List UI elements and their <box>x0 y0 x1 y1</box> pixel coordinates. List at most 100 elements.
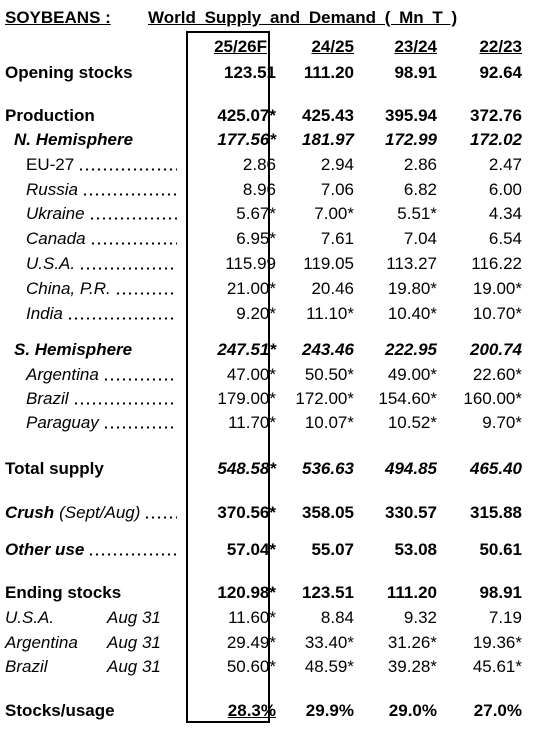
row-label: Ukraine <box>26 204 85 223</box>
row-label: Ending stocks <box>5 583 122 602</box>
row-label-cell: Argentina <box>5 633 177 653</box>
value-cell: 9.20* <box>236 304 276 323</box>
value-cell: 29.9% <box>305 701 354 720</box>
value-cell: 8.84 <box>320 608 354 627</box>
value-cell: 20.46 <box>311 279 354 298</box>
row-label: EU-27 <box>26 155 75 174</box>
value-cell: 395.94 <box>385 106 437 125</box>
value-cell: 27.0% <box>473 701 522 720</box>
row-label-cell: Other use <box>5 540 177 560</box>
value-cell: 243.46 <box>302 340 354 359</box>
value-cell: 48.59* <box>304 657 354 676</box>
value-cell: 330.57 <box>385 503 437 522</box>
row-label: Production <box>5 106 95 125</box>
row-label-cell: Stocks/usage <box>5 701 177 721</box>
value-cell: 19.80* <box>387 279 437 298</box>
value-cell: 98.91 <box>479 583 522 602</box>
value-cell: 5.51* <box>397 204 437 223</box>
value-cell: 372.76 <box>470 106 522 125</box>
value-cell: 111.20 <box>303 63 354 82</box>
row-label-cell: N. Hemisphere <box>14 130 177 150</box>
value-cell: 120.98* <box>217 583 276 602</box>
value-cell: 10.07* <box>304 413 354 432</box>
value-cell: 57.04* <box>226 540 276 559</box>
value-cell: 4.34 <box>488 204 522 223</box>
value-cell: 11.10* <box>306 304 354 323</box>
value-cell: 7.06 <box>320 180 354 199</box>
row-label: China, P.R. <box>26 279 111 298</box>
leader-dots <box>89 242 177 245</box>
value-cell: 45.61* <box>472 657 522 676</box>
value-cell: 33.40* <box>304 633 354 652</box>
row-label: U.S.A. <box>26 254 76 273</box>
value-cell: 425.07* <box>217 106 276 125</box>
value-cell: 55.07 <box>311 540 354 559</box>
row-label: Total supply <box>5 459 104 478</box>
value-cell: 10.70* <box>472 304 522 323</box>
row-label: Brazil <box>5 657 48 676</box>
leader-dots <box>78 168 177 171</box>
value-cell: 123.51 <box>302 583 354 602</box>
value-cell: 200.74 <box>470 340 522 359</box>
row-label: India <box>26 304 63 323</box>
row-label: Canada <box>26 229 86 248</box>
value-cell: 29.0% <box>388 701 437 720</box>
title-commodity: SOYBEANS : <box>5 8 111 27</box>
row-label-cell: Russia <box>26 180 177 200</box>
value-cell: 494.85 <box>385 459 437 478</box>
value-cell: 315.88 <box>470 503 522 522</box>
row-label-cell: Canada <box>26 229 177 249</box>
value-cell: 92.64 <box>479 63 522 82</box>
value-cell: 19.36* <box>472 633 522 652</box>
value-cell: 7.00* <box>314 204 354 223</box>
value-cell: 123.51 <box>224 63 276 82</box>
value-cell: 19.00* <box>472 279 522 298</box>
value-cell: 160.00* <box>463 389 522 408</box>
value-cell: 22.60* <box>472 365 522 384</box>
row-label: U.S.A. <box>5 608 55 627</box>
row-label-cell: U.S.A. <box>5 608 177 628</box>
row-label: Argentina <box>26 365 99 384</box>
row-label: N. Hemisphere <box>14 130 134 149</box>
value-cell: 10.52* <box>387 413 437 432</box>
value-cell: 2.47 <box>488 155 522 174</box>
value-cell: 49.00* <box>387 365 437 384</box>
value-cell: 116.22 <box>471 254 522 273</box>
row-note: Aug 31 <box>107 633 161 652</box>
value-cell: 50.60* <box>226 657 276 676</box>
row-label: Brazil <box>26 389 69 408</box>
value-cell: 53.08 <box>394 540 437 559</box>
value-cell: 113.27 <box>386 254 437 273</box>
value-cell: 5.67* <box>236 204 276 223</box>
row-label: Russia <box>26 180 78 199</box>
value-cell: 7.61 <box>320 229 354 248</box>
row-label: Crush <box>5 503 55 522</box>
value-cell: 10.40* <box>387 304 437 323</box>
row-label: Paraguay <box>26 413 99 432</box>
value-cell: 115.99 <box>225 254 276 273</box>
value-cell: 50.61 <box>479 540 522 559</box>
value-cell: 172.99 <box>385 130 437 149</box>
value-cell: 247.51* <box>217 340 276 359</box>
row-label-cell: Production <box>5 106 177 126</box>
row-label-cell: Total supply <box>5 459 177 479</box>
row-label-cell: U.S.A. <box>26 254 177 274</box>
value-cell: 7.04 <box>403 229 437 248</box>
leader-dots <box>66 317 177 320</box>
value-cell: 358.05 <box>302 503 354 522</box>
value-cell: 181.97 <box>302 130 354 149</box>
value-cell: 2.86 <box>403 155 437 174</box>
row-label-cell: Crush (Sept/Aug) <box>5 503 177 523</box>
column-header: 22/23 <box>479 37 522 56</box>
value-cell: 6.00 <box>488 180 522 199</box>
value-cell: 29.49* <box>226 633 276 652</box>
value-cell: 9.70* <box>482 413 522 432</box>
leader-dots <box>102 426 177 429</box>
value-cell: 39.28* <box>387 657 437 676</box>
row-label-cell: Opening stocks <box>5 63 177 83</box>
row-label-cell: Paraguay <box>26 413 177 433</box>
value-cell: 172.02 <box>470 130 522 149</box>
value-cell: 172.00* <box>295 389 354 408</box>
value-cell: 425.43 <box>302 106 354 125</box>
value-cell: 6.82 <box>403 180 437 199</box>
